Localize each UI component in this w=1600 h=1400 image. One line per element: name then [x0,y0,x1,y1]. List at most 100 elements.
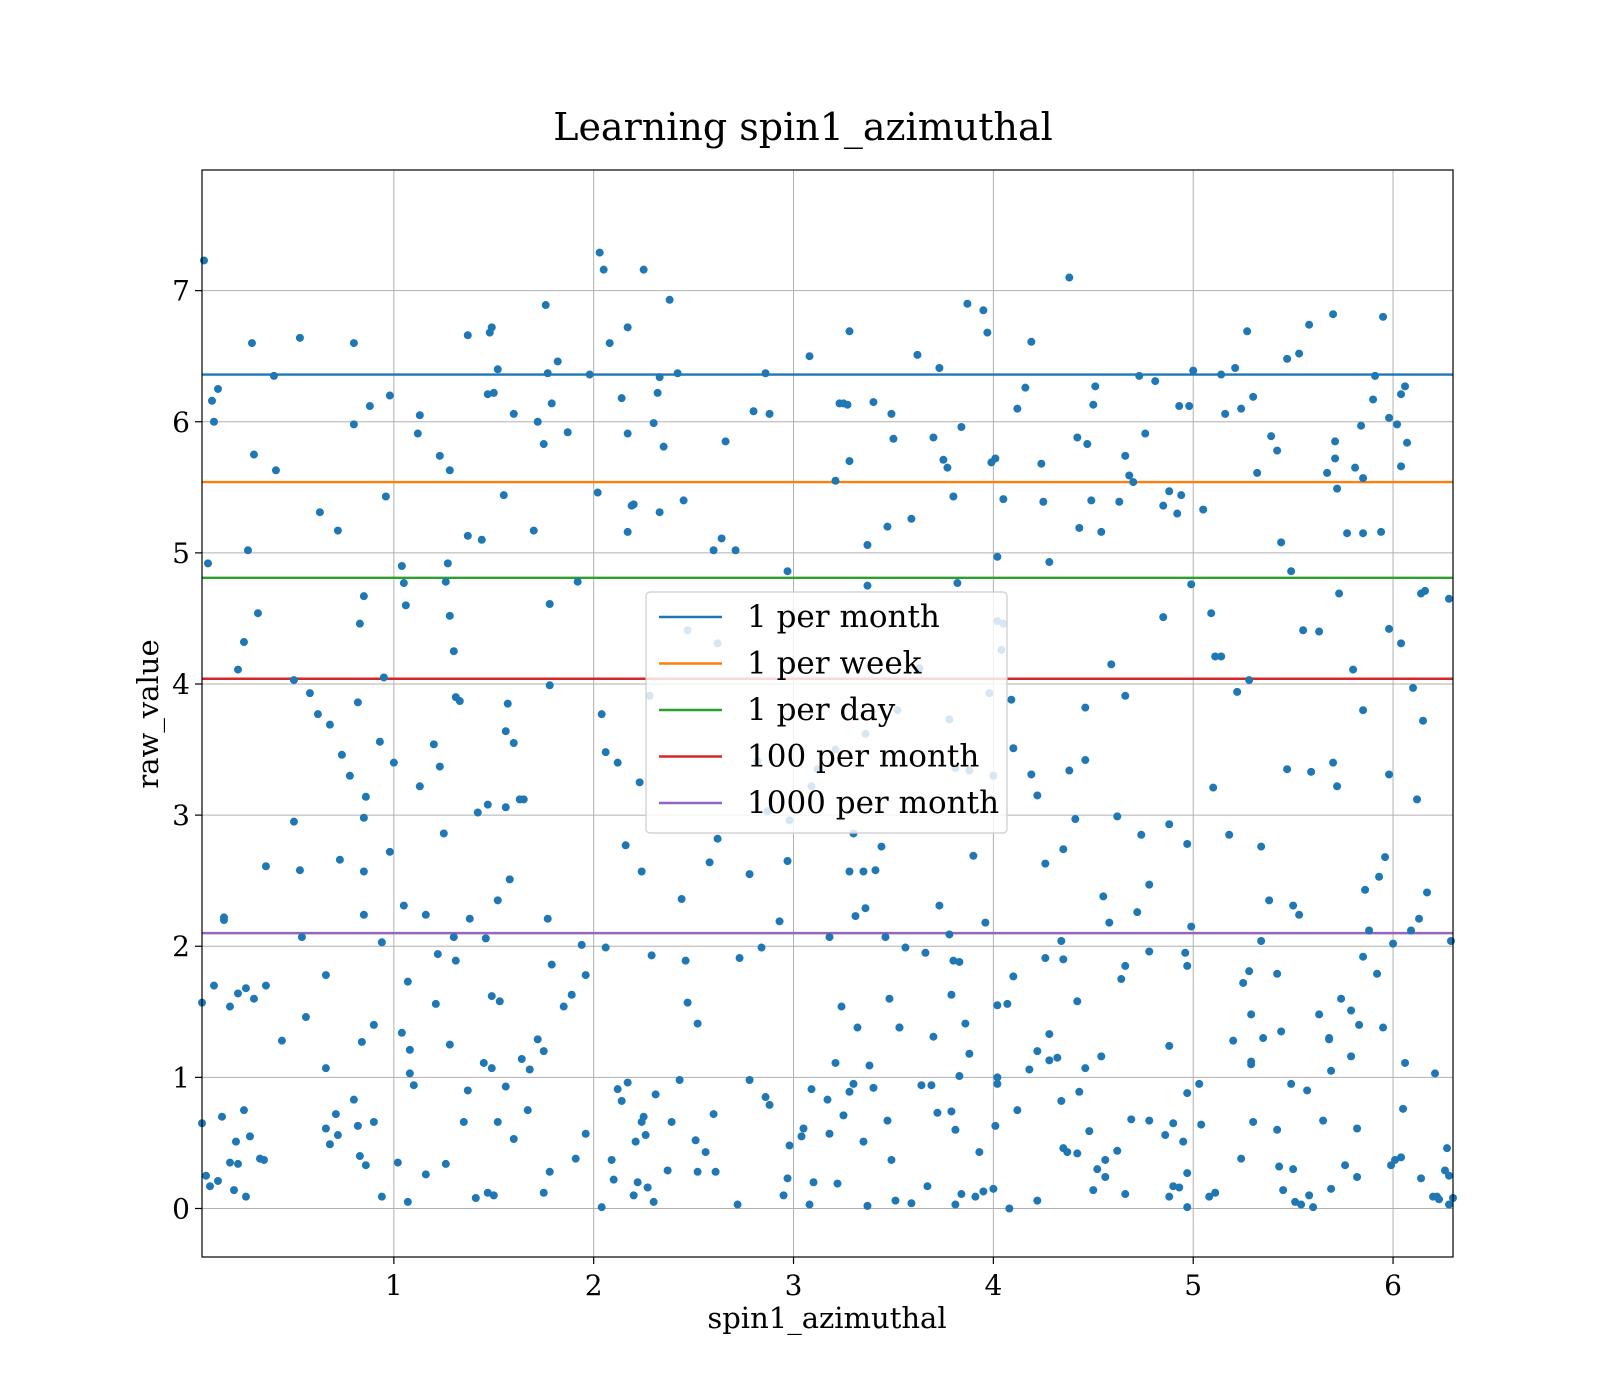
scatter-point [483,390,492,399]
scatter-point [1315,1010,1324,1019]
scatter-point [825,1129,834,1138]
scatter-point [1407,926,1416,935]
scatter-point [489,1191,498,1200]
scatter-point [1221,409,1230,418]
scatter-point [775,917,784,926]
scatter-point [365,402,374,411]
scatter-point [1379,312,1388,321]
scatter-point [1249,392,1258,401]
scatter-point [385,391,394,400]
scatter-point [581,1129,590,1138]
scatter-point [399,579,408,588]
scatter-point [1331,437,1340,446]
scatter-point [1347,1006,1356,1015]
scatter-points [198,248,1457,1213]
scatter-point [1273,446,1282,455]
scatter-point [1279,1186,1288,1195]
scatter-point [277,1036,286,1045]
scatter-point [269,371,278,380]
scatter-point [353,1121,362,1130]
y-tick-label: 0 [172,1192,190,1225]
scatter-point [435,451,444,460]
scatter-point [1141,429,1150,438]
scatter-point [563,428,572,437]
scatter-point [495,997,504,1006]
legend-items: 1 per month 1 per week 1 per day 100 per mo… [659,599,999,821]
scatter-point [1343,529,1352,538]
scatter-point [1373,969,1382,978]
scatter-point [999,495,1008,504]
scatter-point [357,1037,366,1046]
scatter-point [1121,1190,1130,1199]
scatter-point [209,981,218,990]
scatter-point [1239,978,1248,987]
scatter-point [945,930,954,939]
scatter-point [335,855,344,864]
scatter-point [375,737,384,746]
scatter-point [463,331,472,340]
scatter-point [533,417,542,426]
scatter-point [1097,1052,1106,1061]
scatter-point [1063,1148,1072,1157]
scatter-point [1247,1060,1256,1069]
scatter-point [1177,491,1186,500]
scatter-point [1435,1195,1444,1204]
scatter-point [675,1075,684,1084]
scatter-point [397,1028,406,1037]
scatter-point [837,1002,846,1011]
scatter-point [439,829,448,838]
y-axis-ticks: 0 1 2 3 4 5 6 7 [172,275,202,1225]
scatter-point [951,1200,960,1209]
scatter-point [325,720,334,729]
scatter-point [1211,652,1220,661]
scatter-point [455,697,464,706]
scatter-point [863,581,872,590]
scatter-point [213,1176,222,1185]
scatter-point [1413,795,1422,804]
scatter-point [253,609,262,618]
scatter-point [1085,1127,1094,1136]
scatter-point [983,328,992,337]
scatter-point [359,592,368,601]
scatter-point [1403,438,1412,447]
scatter-point [647,951,656,960]
scatter-point [1057,936,1066,945]
scatter-point [629,500,638,509]
scatter-point [1057,1096,1066,1105]
scatter-point [953,579,962,588]
scatter-point [1417,1174,1426,1183]
scatter-point [1237,404,1246,413]
scatter-point [711,1167,720,1176]
scatter-point [1391,1155,1400,1164]
scatter-point [1175,1183,1184,1192]
scatter-point [1009,972,1018,981]
scatter-point [1183,1089,1192,1098]
scatter-point [571,1154,580,1163]
scatter-point [673,369,682,378]
scatter-point [1397,390,1406,399]
scatter-point [1359,474,1368,483]
scatter-point [1379,1023,1388,1032]
scatter-point [1273,1125,1282,1134]
scatter-point [649,1197,658,1206]
scatter-point [839,1111,848,1120]
scatter-point [1325,1035,1334,1044]
scatter-point [523,1106,532,1115]
scatter-point [349,420,358,429]
scatter-point [1375,872,1384,881]
scatter-point [807,1085,816,1094]
scatter-point [1199,505,1208,514]
scatter-point [1025,1065,1034,1074]
scatter-point [1229,1036,1238,1045]
scatter-point [597,1203,606,1212]
scatter-point [321,971,330,980]
scatter-point [683,998,692,1007]
scatter-point [435,762,444,771]
scatter-point [1243,327,1252,336]
scatter-point [445,466,454,475]
scatter-point [757,943,766,952]
scatter-point [593,488,602,497]
scatter-point [1137,830,1146,839]
chart-title: Learning spin1_azimuthal [553,105,1053,150]
scatter-point [217,1112,226,1121]
